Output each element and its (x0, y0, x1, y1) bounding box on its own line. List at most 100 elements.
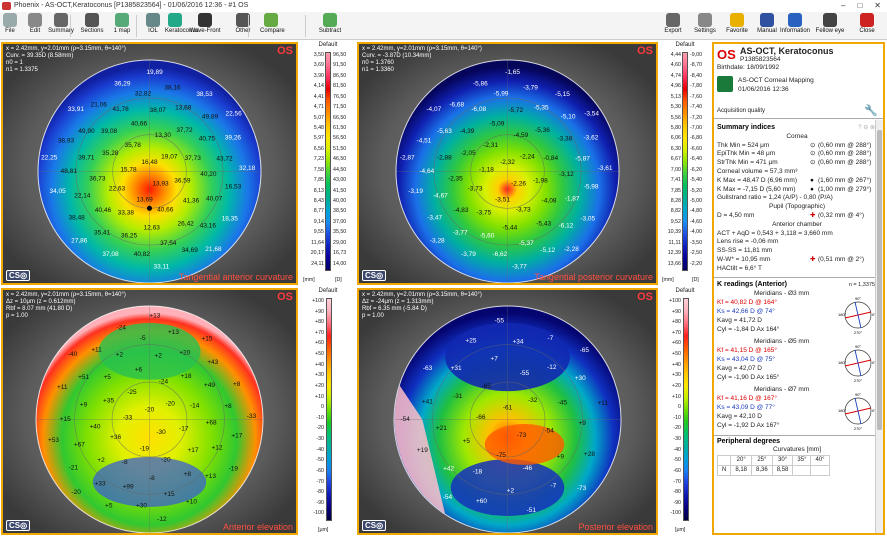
map-value-label: -5 (140, 335, 146, 342)
map-value-label: +11 (57, 384, 68, 391)
toolbar-settings-button[interactable]: Settings (690, 12, 720, 40)
scale-tick-label: 8,43 (313, 198, 324, 204)
toolbar-edit-button[interactable]: Edit (26, 12, 44, 40)
map-value-label: 37,54 (160, 240, 177, 247)
close-window-icon[interactable]: ✕ (874, 1, 881, 10)
map-value-label: -6,62 (492, 251, 507, 258)
posterior-elevation-map[interactable]: -61 -73 -66 -32 -75 -65 -54 +5 -55 -46 -31 -45 -18 +7… (357, 288, 658, 535)
map-value-label: -5,60 (480, 233, 495, 240)
scale-tick-label: -4,00 (690, 229, 703, 236)
map-value-label: -3,51 (495, 196, 510, 203)
scale-units-label: [μm] (318, 526, 329, 533)
map-value-label: -3,47 (427, 214, 442, 221)
toolbar-keratoconus-button[interactable]: Keratoconus (165, 12, 199, 40)
toolbar-compare-button[interactable]: Compare (260, 12, 285, 40)
scrollbar-thumb[interactable] (877, 130, 882, 430)
toolbar-subtract-button[interactable]: Subtract (312, 12, 348, 40)
toolbar-summary-button[interactable]: Summary (48, 12, 74, 40)
summary-row-value: StrThk Min = 471 μm (717, 159, 778, 167)
toolbar-label: Fellow eye (815, 28, 845, 34)
scale-tick-label: -7,00 (690, 125, 703, 131)
map-value-label: -55 (520, 370, 530, 377)
meridian-dial-icon: 90° 180° 0° 270° (838, 296, 876, 335)
scale-tick-label: -8,70 (690, 62, 703, 69)
map-value-label: -17 (179, 426, 189, 433)
panel-scrollbar[interactable] (875, 120, 883, 533)
toolbar-sections-button[interactable]: Sections (78, 12, 106, 40)
map-value-label: 37,08 (102, 251, 119, 258)
information-icon (788, 13, 802, 27)
anterior-elevation-map[interactable]: -20 -30 -33 -20 -19 -25 -17 +36 -24 -20 +35 -14 -8 +6… (1, 288, 298, 535)
toolbar-file-button[interactable]: File (3, 12, 17, 40)
map-value-label: -6,12 (558, 223, 573, 230)
map-canvas[interactable]: 16,48 13,93 15,78 19,07 13,69 35,78 36,59 22,63… (3, 44, 296, 283)
scale-tick-label: -9,00 (690, 52, 703, 58)
map-value-label: -1,65 (505, 69, 520, 76)
toolbar-label: 1 map (113, 28, 131, 34)
map-canvas[interactable]: -20 -30 -33 -20 -19 -25 -17 +36 -24 -20 +35 -14 -8 +6… (3, 290, 296, 533)
map-value-label: +67 (74, 442, 85, 449)
toolbar-wavefront-button[interactable]: Wave-Front (188, 12, 222, 40)
map-value-label: 37,72 (176, 127, 193, 134)
dial-tick-label: 90° (855, 344, 861, 349)
map-value-label: 33,11 (153, 264, 169, 271)
map-value-label: -40 (68, 351, 78, 358)
summary-row: W-W* = 10,95 mm ✚ (0,51 mm @ 2°) (714, 256, 877, 265)
map-value-label: +51 (78, 374, 89, 381)
scale-tick-label: 14,00 (333, 260, 347, 267)
map-canvas[interactable]: -2,32 -2,26 -1,18 -2,24 -3,51 -2,31 -1,98 -3,73… (359, 44, 656, 283)
map-value-label: 36,59 (174, 177, 191, 184)
tangential-posterior-curvature-map[interactable]: -2,32 -2,26 -1,18 -2,24 -3,51 -2,31 -1,98 -3,73… (357, 42, 658, 285)
scale-tick-label: 81,50 (333, 83, 347, 90)
scale-tick-label: 4,71 (313, 104, 324, 111)
toolbar-manual-button[interactable]: Manual (752, 12, 782, 40)
map-value-label: +20 (179, 349, 190, 356)
toolbar-other-button[interactable]: Other (228, 12, 258, 40)
toolbar-fellow-eye-button[interactable]: Fellow eye (815, 12, 845, 40)
scale-tick-label: +10 (672, 393, 681, 400)
scale-tick-label: 9,55 (313, 229, 324, 236)
summary-row: StrThk Min = 471 μm ⊙ (0,60 mm @ 288°) (714, 159, 877, 168)
scale-tick-label: 11,11 (668, 239, 681, 246)
maximize-icon[interactable]: □ (857, 1, 863, 10)
map-value-label: -4,08 (542, 198, 557, 205)
map-value-label: -5,43 (536, 220, 551, 227)
scale-tick-label: 46,50 (333, 156, 347, 163)
map-value-label: -73 (517, 432, 527, 439)
toolbar-export-button[interactable]: Export (658, 12, 688, 40)
toolbar-separator (70, 15, 71, 37)
scale-tick-label: 96,50 (333, 52, 347, 58)
k-readings-group: Meridians - Ø7 mm Kf = 41,16 D @ 167° Ks =… (714, 386, 877, 434)
scale-tick-label: 35,50 (333, 229, 347, 236)
summary-row-location: (0,60 mm @ 288°) (818, 150, 872, 158)
map-value-label: +8 (233, 381, 241, 388)
toolbar-one-map-button[interactable]: 1 map (108, 12, 136, 40)
dial-tick-label: 180° (838, 312, 847, 317)
location-marker-icon: ● (810, 176, 814, 184)
toolbar-iol-button[interactable]: IOL (143, 12, 163, 40)
toolbar-favorite-button[interactable]: Favorite (722, 12, 752, 40)
section-controls-icon[interactable]: ? ⊖ ⊗ (858, 125, 875, 131)
summary-text: Lens rise = -0,06 mm (717, 238, 779, 246)
scale-preset-label[interactable]: Default (318, 288, 338, 294)
map-value-label: -5,12 (540, 247, 555, 254)
map-value-label: +5 (463, 438, 471, 445)
map-value-label: 18,35 (222, 216, 239, 223)
toolbar-close-button[interactable]: Close (852, 12, 882, 40)
minimize-icon[interactable]: – (841, 1, 846, 10)
k-readings-header: K readings (Anterior) n = 1,3375 (714, 281, 877, 290)
scale-preset-label[interactable]: Default (318, 42, 338, 48)
tangential-anterior-curvature-map[interactable]: 16,48 13,93 15,78 19,07 13,69 35,78 36,59 22,63… (1, 42, 298, 285)
toolbar-information-button[interactable]: Information (780, 12, 810, 40)
compare-icon (264, 13, 278, 27)
location-marker-icon: ✚ (810, 211, 816, 219)
map-canvas[interactable]: -61 -73 -66 -32 -75 -65 -54 +5 -55 -46 -31 -45 -18 +7… (359, 290, 656, 533)
scale-tick-label: 4,96 (670, 83, 681, 90)
scale-tick-label: 5,80 (670, 125, 681, 131)
table-cell: 8,58 (771, 464, 794, 476)
map-value-label: 39,71 (78, 154, 95, 161)
scale-preset-label[interactable]: Default (675, 42, 695, 48)
scale-preset-label[interactable]: Default (675, 288, 695, 294)
scale-tick-label: 24,11 (311, 260, 324, 267)
tools-icon[interactable]: 🔧 (864, 105, 878, 117)
